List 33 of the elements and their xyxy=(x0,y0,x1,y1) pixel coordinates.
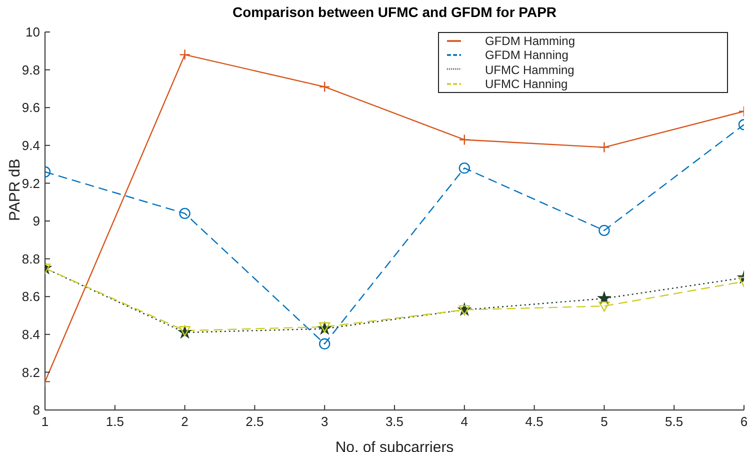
legend-label: UFMC Hanning xyxy=(485,76,568,91)
y-tick-label: 8.6 xyxy=(22,289,40,304)
legend-label: GFDM Hamming xyxy=(485,34,576,48)
y-tick-label: 9 xyxy=(32,214,40,229)
y-tick-label: 10 xyxy=(26,24,40,40)
y-tick-label: 9.4 xyxy=(22,138,40,154)
x-tick-label: 2 xyxy=(181,414,188,430)
y-tick-label: 8.8 xyxy=(22,251,40,266)
point xyxy=(458,134,470,146)
y-tick-label: 8 xyxy=(32,402,40,418)
y-tick-label: 9.2 xyxy=(22,176,40,191)
point xyxy=(319,338,330,350)
legend-label: GFDM Hanning xyxy=(485,48,568,62)
x-tick-label: 5.5 xyxy=(665,414,684,430)
x-tick-label: 2.5 xyxy=(246,414,264,430)
y-tick-label: 8.4 xyxy=(22,327,40,342)
x-tick-label: 3 xyxy=(320,414,328,430)
y-tick-label: 9.8 xyxy=(22,62,40,78)
y-tick-label: 9.6 xyxy=(22,100,40,116)
x-tick-label: 6 xyxy=(740,414,748,430)
x-axis-title: No. of subcarriers xyxy=(335,439,454,452)
legend-label: UFMC Hamming xyxy=(485,62,574,77)
x-tick-label: 3.5 xyxy=(385,414,404,430)
x-tick-label: 1 xyxy=(41,414,49,430)
point xyxy=(319,81,330,92)
x-tick-label: 1.5 xyxy=(106,414,124,430)
y-tick-label: 8.2 xyxy=(22,364,40,380)
chart-title: Comparison between UFMC and GFDM for PAPR xyxy=(231,4,558,20)
point xyxy=(458,162,470,174)
x-tick-label: 4.5 xyxy=(525,414,544,430)
y-axis-title: PAPR dB xyxy=(6,158,24,221)
x-tick-label: 4 xyxy=(460,414,468,430)
x-tick-label: 5 xyxy=(600,414,608,430)
